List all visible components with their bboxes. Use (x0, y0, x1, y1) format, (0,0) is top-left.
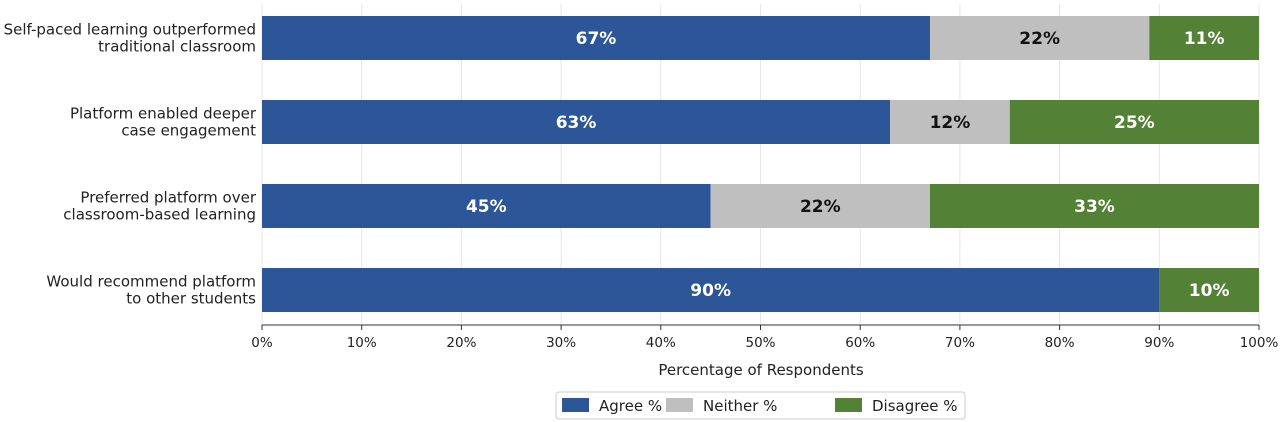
x-tick-label-0: 0% (251, 335, 273, 351)
bar-value-label-2-2: 12% (930, 113, 971, 133)
legend: Agree % Neither % Disagree % (555, 391, 966, 420)
bar-1-series-1 (262, 16, 930, 60)
bar-3-series-3 (929, 184, 1259, 228)
x-tick-label-4: 40% (646, 335, 676, 351)
legend-box (555, 391, 966, 420)
bar-value-label-3-2: 22% (800, 197, 841, 217)
bar-1-series-2 (929, 16, 1150, 60)
bar-value-label-3-1: 45% (466, 197, 507, 217)
legend-swatch-1 (562, 398, 589, 412)
bar-2-series-1 (262, 100, 891, 144)
category-label-4: Would recommend platform to other student… (46, 273, 256, 308)
x-tick-label-7: 70% (945, 335, 975, 351)
x-tick-label-3: 30% (546, 335, 576, 351)
bar-4-series-1 (262, 268, 1160, 312)
legend-label-3: Disagree % (872, 397, 958, 415)
bar-1-series-3 (1149, 16, 1259, 60)
legend-label-1: Agree % (599, 397, 662, 415)
bar-3-series-1 (262, 184, 711, 228)
bar-value-label-3-3: 33% (1074, 197, 1115, 217)
legend-swatch-3 (835, 398, 862, 412)
bar-3-series-2 (710, 184, 930, 228)
bar-2-series-2 (890, 100, 1010, 144)
legend-swatch-2 (666, 398, 693, 412)
x-tick-label-2: 20% (446, 335, 476, 351)
category-label-3: Preferred platform over classroom-based l… (63, 189, 257, 224)
bar-value-label-1-2: 22% (1019, 29, 1060, 49)
x-tick-label-9: 90% (1144, 335, 1174, 351)
bar-value-label-1-3: 11% (1184, 29, 1225, 49)
legend-label-2: Neither % (703, 397, 777, 415)
category-labels: Self-paced learning outperformed traditio… (4, 21, 257, 308)
bar-value-labels: 67% 22% 11% 63% 12% 25% 45% 22% 33% 90% 10% (466, 29, 1230, 301)
bar-value-label-4-1: 90% (690, 281, 731, 301)
bar-2-series-3 (1009, 100, 1259, 144)
x-tick-label-10: 100% (1240, 335, 1279, 351)
x-tick-label-5: 50% (745, 335, 775, 351)
bar-value-label-2-3: 25% (1114, 113, 1155, 133)
x-tick-label-1: 10% (347, 335, 377, 351)
category-label-1: Self-paced learning outperformed traditio… (4, 21, 256, 56)
bar-value-label-1-1: 67% (576, 29, 617, 49)
x-tick-label-8: 80% (1045, 335, 1075, 351)
bar-value-label-4-3: 10% (1189, 281, 1230, 301)
bar-value-label-2-1: 63% (556, 113, 597, 133)
bars (262, 16, 1259, 312)
x-axis-title: Percentage of Respondents (658, 361, 864, 379)
category-label-2: Platform enabled deeper case engagement (70, 105, 257, 140)
x-tick-label-6: 60% (845, 335, 875, 351)
x-axis: 0% 10% 20% 30% 40% 50% 60% 70% 80% 90% 100% (251, 324, 1279, 351)
bar-4-series-3 (1159, 268, 1259, 312)
